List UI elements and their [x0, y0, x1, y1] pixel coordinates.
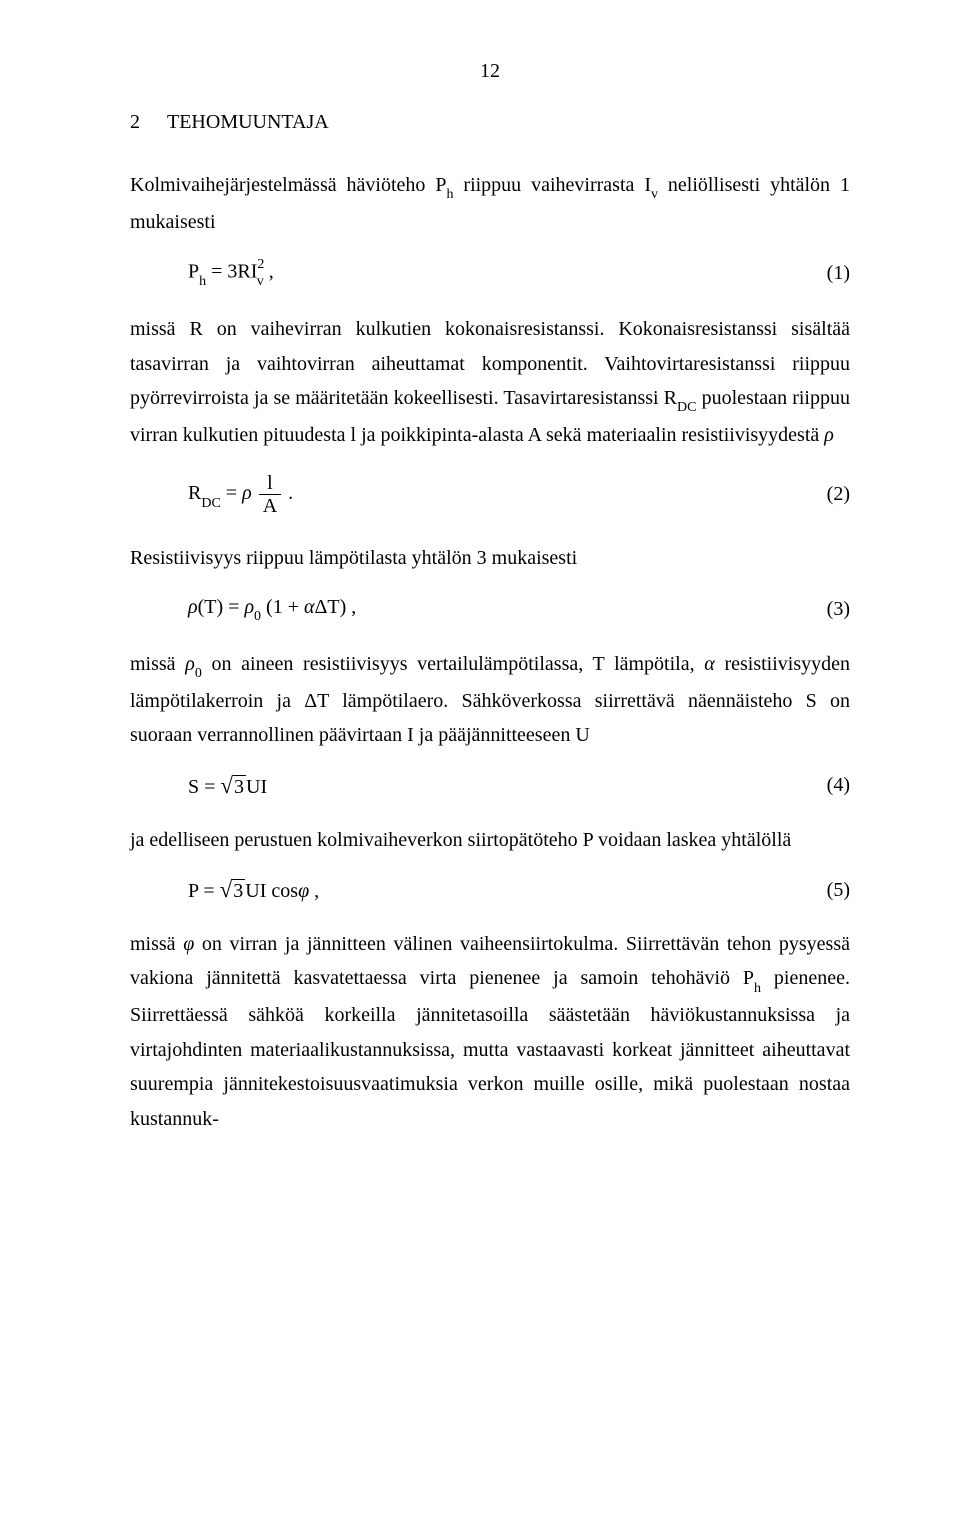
square-root: √3: [220, 773, 246, 799]
text: UI cos: [245, 880, 298, 902]
symbol-phi: φ: [183, 933, 194, 955]
text: =: [221, 482, 242, 504]
eq-body: RDC = ρ l A .: [188, 472, 815, 517]
superscript: 2: [257, 257, 264, 272]
symbol-rho: ρ: [242, 482, 252, 504]
text: ,: [309, 880, 319, 902]
text: P =: [188, 880, 220, 902]
text: (1 +: [261, 596, 304, 618]
eq-body: Ph = 3RI2 v ,: [188, 259, 815, 288]
radical-sign: √: [220, 877, 233, 902]
subscript: h: [446, 187, 453, 202]
var: P: [188, 261, 199, 283]
text: pienenee. Siirrettäessä sähköä korkeilla…: [130, 967, 850, 1129]
text: = 3RI: [206, 261, 257, 283]
paragraph-1: Kolmivaihejärjestelmässä häviöteho Ph ri…: [130, 168, 850, 239]
text: UI: [246, 776, 267, 798]
equation-2: RDC = ρ l A . (2): [130, 472, 850, 517]
eq-number: (4): [815, 774, 850, 797]
symbol-alpha: α: [304, 596, 315, 618]
symbol-rho: ρ: [244, 596, 254, 618]
equation-5: P = √3UI cosφ , (5): [130, 877, 850, 903]
symbol-rho: ρ: [185, 653, 195, 675]
subscript: 0: [195, 666, 202, 681]
text: Resistiivisyys riippuu lämpötilasta yhtä…: [130, 547, 577, 569]
section-heading: 2 TEHOMUUNTAJA: [130, 111, 850, 134]
subscript: v: [257, 274, 264, 289]
text: S =: [188, 776, 220, 798]
equation-3: ρ(T) = ρ0 (1 + αΔT) , (3): [130, 596, 850, 623]
eq-body: P = √3UI cosφ ,: [188, 877, 815, 903]
var: R: [188, 482, 201, 504]
text: Kolmivaihejärjestelmässä häviöteho P: [130, 174, 446, 196]
eq-number: (3): [815, 598, 850, 621]
subscript: DC: [201, 496, 220, 511]
subscript: h: [199, 274, 206, 289]
text: ,: [264, 261, 274, 283]
symbol-phi: φ: [298, 880, 309, 902]
symbol-alpha: α: [704, 653, 715, 675]
equation-1: Ph = 3RI2 v , (1): [130, 259, 850, 288]
paragraph-6: missä φ on virran ja jännitteen välinen …: [130, 927, 850, 1136]
subscript: h: [754, 981, 761, 996]
equation-4: S = √3UI (4): [130, 773, 850, 799]
text: riippuu vaihevirrasta I: [453, 174, 651, 196]
subscript: DC: [677, 400, 696, 415]
paragraph-2: missä R on vaihevirran kulkutien kokonai…: [130, 312, 850, 452]
paragraph-3: Resistiivisyys riippuu lämpötilasta yhtä…: [130, 541, 850, 575]
paragraph-4: missä ρ0 on aineen resistiivisyys vertai…: [130, 647, 850, 753]
subscript: 0: [254, 609, 261, 624]
text: (T) =: [198, 596, 245, 618]
eq-number: (1): [815, 262, 850, 285]
eq-number: (5): [815, 879, 850, 902]
denominator: A: [259, 495, 281, 517]
symbol-rho: ρ: [188, 596, 198, 618]
subscript: v: [651, 187, 658, 202]
page: 12 2 TEHOMUUNTAJA Kolmivaihejärjestelmäs…: [0, 0, 960, 1520]
text: on aineen resistiivisyys vertailulämpöti…: [202, 653, 704, 675]
eq-body: ρ(T) = ρ0 (1 + αΔT) ,: [188, 596, 815, 623]
radical-sign: √: [220, 773, 233, 798]
paragraph-5: ja edelliseen perustuen kolmivaiheverkon…: [130, 823, 850, 857]
page-number: 12: [130, 60, 850, 83]
text: ΔT) ,: [315, 596, 357, 618]
text: on virran ja jännitteen välinen vaiheens…: [130, 933, 850, 989]
text: missä: [130, 653, 185, 675]
symbol-rho: ρ: [824, 424, 834, 446]
eq-number: (2): [815, 483, 850, 506]
fraction: l A: [259, 472, 281, 517]
text: ja edelliseen perustuen kolmivaiheverkon…: [130, 829, 791, 851]
radicand: 3: [232, 879, 245, 902]
heading-number: 2: [130, 111, 140, 134]
text: .: [283, 482, 293, 504]
square-root: √3: [220, 877, 246, 903]
radicand: 3: [233, 775, 246, 798]
text: missä: [130, 933, 183, 955]
eq-body: S = √3UI: [188, 773, 815, 799]
heading-title: TEHOMUUNTAJA: [167, 111, 329, 134]
numerator: l: [259, 472, 281, 495]
